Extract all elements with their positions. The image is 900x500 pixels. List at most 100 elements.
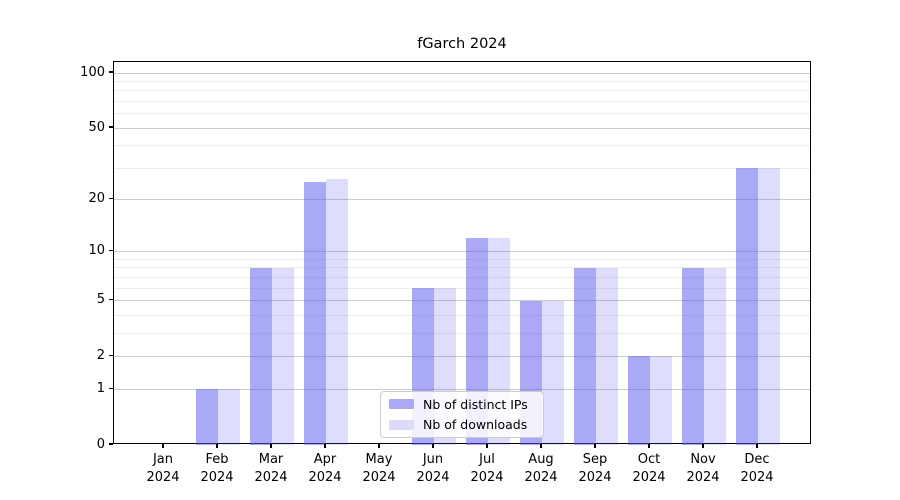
x-tick-month: Dec: [744, 452, 770, 467]
x-tick-label: Nov 2024: [671, 451, 735, 486]
x-tick-label: Jun 2024: [401, 451, 465, 486]
x-tick-label: Dec 2024: [725, 451, 789, 486]
x-tick-mark: [432, 444, 434, 448]
x-tick-month: Mar: [258, 452, 284, 467]
y-tick-label: 1: [96, 380, 105, 396]
x-tick-mark: [378, 444, 380, 448]
x-tick-year: 2024: [146, 469, 180, 485]
gridline-minor: [114, 90, 810, 92]
x-tick-mark: [702, 444, 704, 448]
x-tick-year: 2024: [416, 469, 450, 485]
legend-label-distinct-ips: Nb of distinct IPs: [423, 396, 528, 412]
gridline-major: [114, 72, 810, 74]
bar-distinct-ips: [250, 267, 272, 445]
plot-area: [113, 61, 811, 445]
gridline-major: [114, 300, 810, 302]
x-tick-mark: [648, 444, 650, 448]
x-tick-mark: [216, 444, 218, 448]
y-tick-mark: [109, 250, 113, 252]
x-tick-mark: [540, 444, 542, 448]
x-tick-mark: [162, 444, 164, 448]
y-tick-label: 50: [88, 119, 105, 135]
y-tick-mark: [109, 387, 113, 389]
x-tick-mark: [594, 444, 596, 448]
legend-entry-downloads: Nb of downloads: [389, 417, 535, 434]
gridline-minor: [114, 113, 810, 115]
bar-downloads: [218, 389, 240, 445]
y-tick-label: 5: [96, 292, 105, 308]
gridline-minor: [114, 287, 810, 289]
x-tick-label: Mar 2024: [239, 451, 303, 486]
y-tick-mark: [109, 126, 113, 128]
x-tick-year: 2024: [308, 469, 342, 485]
bar-downloads: [650, 356, 672, 445]
x-tick-month: Aug: [528, 452, 554, 467]
x-tick-month: Nov: [690, 452, 716, 467]
gridline-minor: [114, 100, 810, 102]
gridline-minor: [114, 267, 810, 269]
x-tick-year: 2024: [524, 469, 558, 485]
gridline-major: [114, 199, 810, 201]
bar-distinct-ips: [196, 389, 218, 445]
x-tick-mark: [486, 444, 488, 448]
x-tick-month: Jun: [422, 452, 444, 467]
bar-distinct-ips: [736, 168, 758, 445]
gridline-minor: [114, 314, 810, 316]
y-tick-mark: [109, 71, 113, 73]
x-tick-label: Feb 2024: [185, 451, 249, 486]
gridline-major: [114, 355, 810, 357]
y-tick-mark: [109, 298, 113, 301]
gridline-minor: [114, 258, 810, 260]
x-tick-label: Jan 2024: [131, 451, 195, 486]
legend-swatch-ips-icon: [389, 399, 414, 410]
legend-label-downloads: Nb of downloads: [423, 417, 528, 433]
y-tick-mark: [109, 443, 113, 445]
x-tick-month: May: [365, 452, 393, 467]
x-tick-mark: [270, 444, 272, 448]
x-tick-year: 2024: [362, 469, 396, 485]
x-tick-label: Sep 2024: [563, 451, 627, 486]
x-tick-mark: [324, 444, 326, 448]
x-tick-year: 2024: [578, 469, 612, 485]
y-tick-label: 0: [96, 436, 105, 452]
x-tick-month: Oct: [637, 452, 661, 467]
gridline-minor: [114, 80, 810, 82]
x-tick-year: 2024: [470, 469, 504, 485]
y-tick-mark: [109, 198, 113, 200]
x-tick-label: Apr 2024: [293, 451, 357, 486]
bar-distinct-ips: [574, 267, 596, 445]
x-tick-month: Feb: [205, 452, 229, 467]
bar-distinct-ips: [304, 182, 326, 445]
x-tick-year: 2024: [254, 469, 288, 485]
x-tick-label: Jul 2024: [455, 451, 519, 486]
y-tick-label: 2: [96, 347, 105, 363]
x-tick-month: Jul: [479, 452, 495, 467]
bar-downloads: [596, 267, 618, 445]
gridline-major: [114, 127, 810, 129]
x-tick-month: Apr: [313, 452, 337, 467]
bar-downloads: [542, 300, 564, 445]
x-tick-month: Sep: [582, 452, 608, 467]
gridline-major: [114, 251, 810, 253]
bar-downloads: [758, 168, 780, 445]
x-tick-year: 2024: [686, 469, 720, 485]
gridline-minor: [114, 332, 810, 334]
bar-downloads: [272, 267, 294, 445]
y-tick-label: 20: [88, 191, 105, 207]
x-tick-label: Aug 2024: [509, 451, 573, 486]
x-tick-year: 2024: [632, 469, 666, 485]
bar-distinct-ips: [682, 267, 704, 445]
chart-title: fGarch 2024: [417, 36, 507, 52]
x-tick-mark: [756, 444, 758, 448]
gridline-minor: [114, 276, 810, 278]
y-tick-label: 100: [80, 64, 105, 80]
x-tick-year: 2024: [740, 469, 774, 485]
gridline-major: [114, 388, 810, 390]
gridline-minor: [114, 145, 810, 147]
legend-swatch-downloads-icon: [389, 419, 414, 430]
y-tick-label: 10: [88, 243, 105, 259]
legend: Nb of distinct IPs Nb of downloads: [380, 391, 544, 438]
y-tick-mark: [109, 354, 113, 357]
gridline-minor: [114, 167, 810, 169]
